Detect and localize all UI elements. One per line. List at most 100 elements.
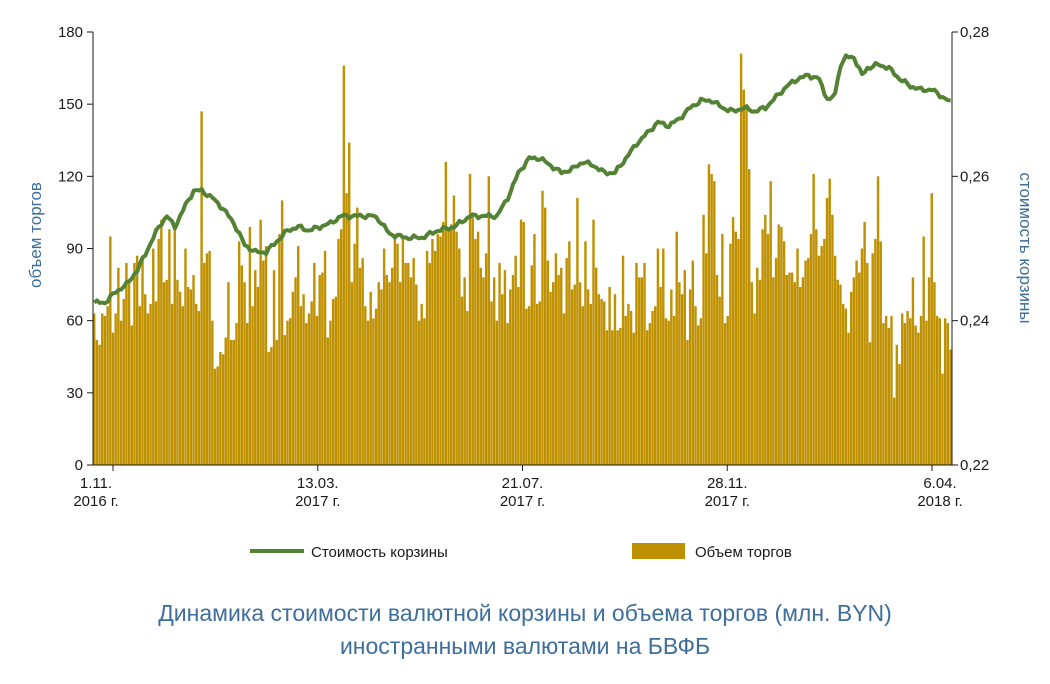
bar <box>619 327 622 465</box>
bar <box>412 258 415 465</box>
bar <box>162 282 166 465</box>
right-axis-ticks: 0,22 0,24 0,26 0,28 <box>952 24 989 474</box>
bar <box>280 200 284 465</box>
bar <box>654 306 657 465</box>
bar <box>766 234 770 465</box>
bar <box>914 325 917 465</box>
bar <box>501 294 504 465</box>
bar <box>691 260 695 465</box>
bar <box>573 284 576 465</box>
bar <box>798 286 802 465</box>
bar <box>570 289 574 465</box>
bar <box>192 274 195 465</box>
bar <box>135 255 139 465</box>
x-tick-label-date: 13.03. <box>297 475 339 492</box>
bar <box>769 181 772 465</box>
x-tick-label-year: 2016 г. <box>73 493 118 510</box>
right-tick-label: 0,26 <box>960 168 989 185</box>
bar <box>197 311 201 465</box>
bar <box>868 342 872 465</box>
bar <box>753 313 756 465</box>
bar <box>364 306 367 465</box>
bar <box>790 272 794 465</box>
bar <box>399 282 402 465</box>
bar <box>576 197 579 466</box>
bar <box>710 173 713 465</box>
bar <box>841 303 845 465</box>
bar <box>154 301 158 465</box>
bar <box>726 315 729 465</box>
bar <box>401 238 405 465</box>
bar <box>863 222 866 465</box>
bar <box>189 289 193 465</box>
left-tick-label: 60 <box>66 313 83 330</box>
bar <box>133 262 136 465</box>
bar <box>119 320 123 465</box>
bar <box>117 267 120 465</box>
bar <box>694 306 697 465</box>
bar <box>621 255 625 465</box>
bar <box>103 315 107 465</box>
bar <box>949 349 952 465</box>
bar <box>498 262 501 465</box>
bar <box>517 286 520 465</box>
bar <box>815 229 818 465</box>
bar <box>490 301 493 465</box>
bar <box>849 291 853 465</box>
bar <box>866 262 869 465</box>
bar <box>404 262 407 465</box>
bar <box>176 279 179 465</box>
legend-bar-swatch <box>632 543 685 559</box>
bar-series <box>93 53 952 466</box>
bar <box>635 262 638 465</box>
bar <box>369 291 372 465</box>
bar <box>925 320 928 465</box>
bar <box>686 339 689 465</box>
bar <box>420 303 423 465</box>
left-tick-label: 0 <box>75 457 83 474</box>
bar <box>356 207 359 466</box>
bar <box>651 311 654 465</box>
x-axis-labels: 1.11.2016 г.13.03.2017 г.21.07.2017 г.28… <box>73 465 963 510</box>
bar <box>235 323 238 465</box>
bar <box>122 299 125 465</box>
bar <box>739 53 743 466</box>
bar <box>433 250 437 465</box>
bar <box>594 267 598 465</box>
bar <box>138 306 142 465</box>
bar <box>297 246 300 465</box>
bar <box>170 303 174 465</box>
bar <box>342 65 346 466</box>
bar <box>130 325 133 465</box>
x-tick-label-date: 1.11. <box>80 475 112 492</box>
bar <box>664 318 668 465</box>
bar <box>627 303 630 465</box>
bar <box>382 248 386 465</box>
bar <box>168 229 171 465</box>
bar <box>696 325 700 465</box>
bar <box>833 255 837 465</box>
left-tick-label: 30 <box>66 385 83 402</box>
bar <box>511 274 515 465</box>
bar <box>329 320 332 465</box>
bar <box>474 238 477 465</box>
bar <box>423 318 426 465</box>
bar <box>903 323 907 465</box>
bar <box>173 229 176 465</box>
bar <box>203 262 206 465</box>
bar <box>407 262 410 465</box>
bar <box>237 241 241 465</box>
x-tick-label-year: 2017 г. <box>705 493 750 510</box>
bar <box>213 368 217 465</box>
bar <box>831 214 834 465</box>
bar <box>447 229 450 465</box>
bar <box>93 313 96 465</box>
bar <box>229 339 233 465</box>
bar <box>495 320 499 465</box>
bar <box>935 315 939 465</box>
bar <box>345 193 348 466</box>
bar <box>721 234 724 465</box>
bar <box>616 330 619 465</box>
bar <box>683 270 686 465</box>
